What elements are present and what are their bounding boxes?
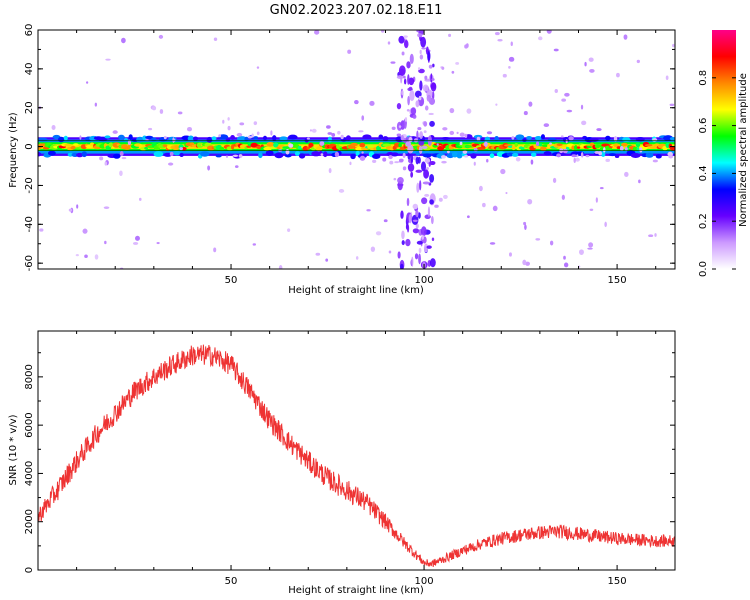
colorbar-tick-label: 0.4 [698, 165, 709, 181]
colorbar-tick-label: 0.6 [698, 118, 709, 134]
snr-xtick-label: 150 [608, 576, 627, 587]
spectrogram-ytick-label: 40 [24, 62, 35, 75]
spectrogram-xlabel: Height of straight line (km) [288, 285, 424, 296]
spectrogram-ytick-label: -20 [24, 177, 35, 193]
spectrogram-frame [37, 29, 676, 270]
spectrogram-ytick-label: -60 [24, 255, 35, 271]
colorbar-tick-label: 0.2 [698, 213, 709, 229]
snr-ytick-label: 2000 [24, 509, 35, 534]
colorbar-gradient [712, 30, 736, 269]
snr-panel: 50 100 150 0 2000 4000 6000 8000 Height of stra… [8, 330, 676, 596]
snr-ytick-label: 0 [24, 567, 35, 573]
spectrogram-panel: 50 100 150 -60 -40 -20 0 20 40 60 Height of strai… [8, 24, 676, 296]
snr-ytick-label: 6000 [24, 412, 35, 437]
snr-ticks: 50 100 150 0 2000 4000 6000 8000 [24, 331, 675, 587]
spectrogram-image [38, 30, 675, 269]
spectrogram-ytick-label: -40 [24, 216, 35, 232]
snr-ytick-label: 4000 [24, 461, 35, 486]
spectrogram-xtick-label: 50 [225, 275, 238, 286]
colorbar-tick-label: 0.0 [698, 261, 709, 277]
snr-xlabel: Height of straight line (km) [288, 585, 424, 596]
colorbar: 0.0 0.2 0.4 0.6 0.8 Normalized spectral ampl… [698, 30, 749, 277]
spectrogram-ylabel: Frequency (Hz) [8, 112, 19, 188]
colorbar-tick-label: 0.8 [698, 70, 709, 86]
spectrogram-xtick-label: 100 [415, 275, 434, 286]
chart-title: GN02.2023.207.02.18.E11 [270, 3, 443, 18]
snr-xtick-label: 50 [225, 576, 238, 587]
snr-ytick-label: 8000 [24, 364, 35, 389]
spectrogram-xtick-label: 150 [608, 275, 627, 286]
snr-ylabel: SNR (10 * v/v) [8, 414, 19, 485]
spectrogram-ytick-label: 60 [24, 24, 35, 37]
spectrogram-ytick-label: 0 [24, 143, 35, 149]
spectrogram-ticks: 50 100 150 -60 -40 -20 0 20 40 60 [24, 24, 675, 286]
snr-xtick-label: 100 [415, 576, 434, 587]
colorbar-ticks: 0.0 0.2 0.4 0.6 0.8 [698, 70, 736, 277]
colorbar-label: Normalized spectral amplitude [738, 73, 749, 227]
snr-series-line [38, 344, 675, 568]
snr-frame [37, 330, 676, 571]
spectrogram-ytick-label: 20 [24, 101, 35, 114]
